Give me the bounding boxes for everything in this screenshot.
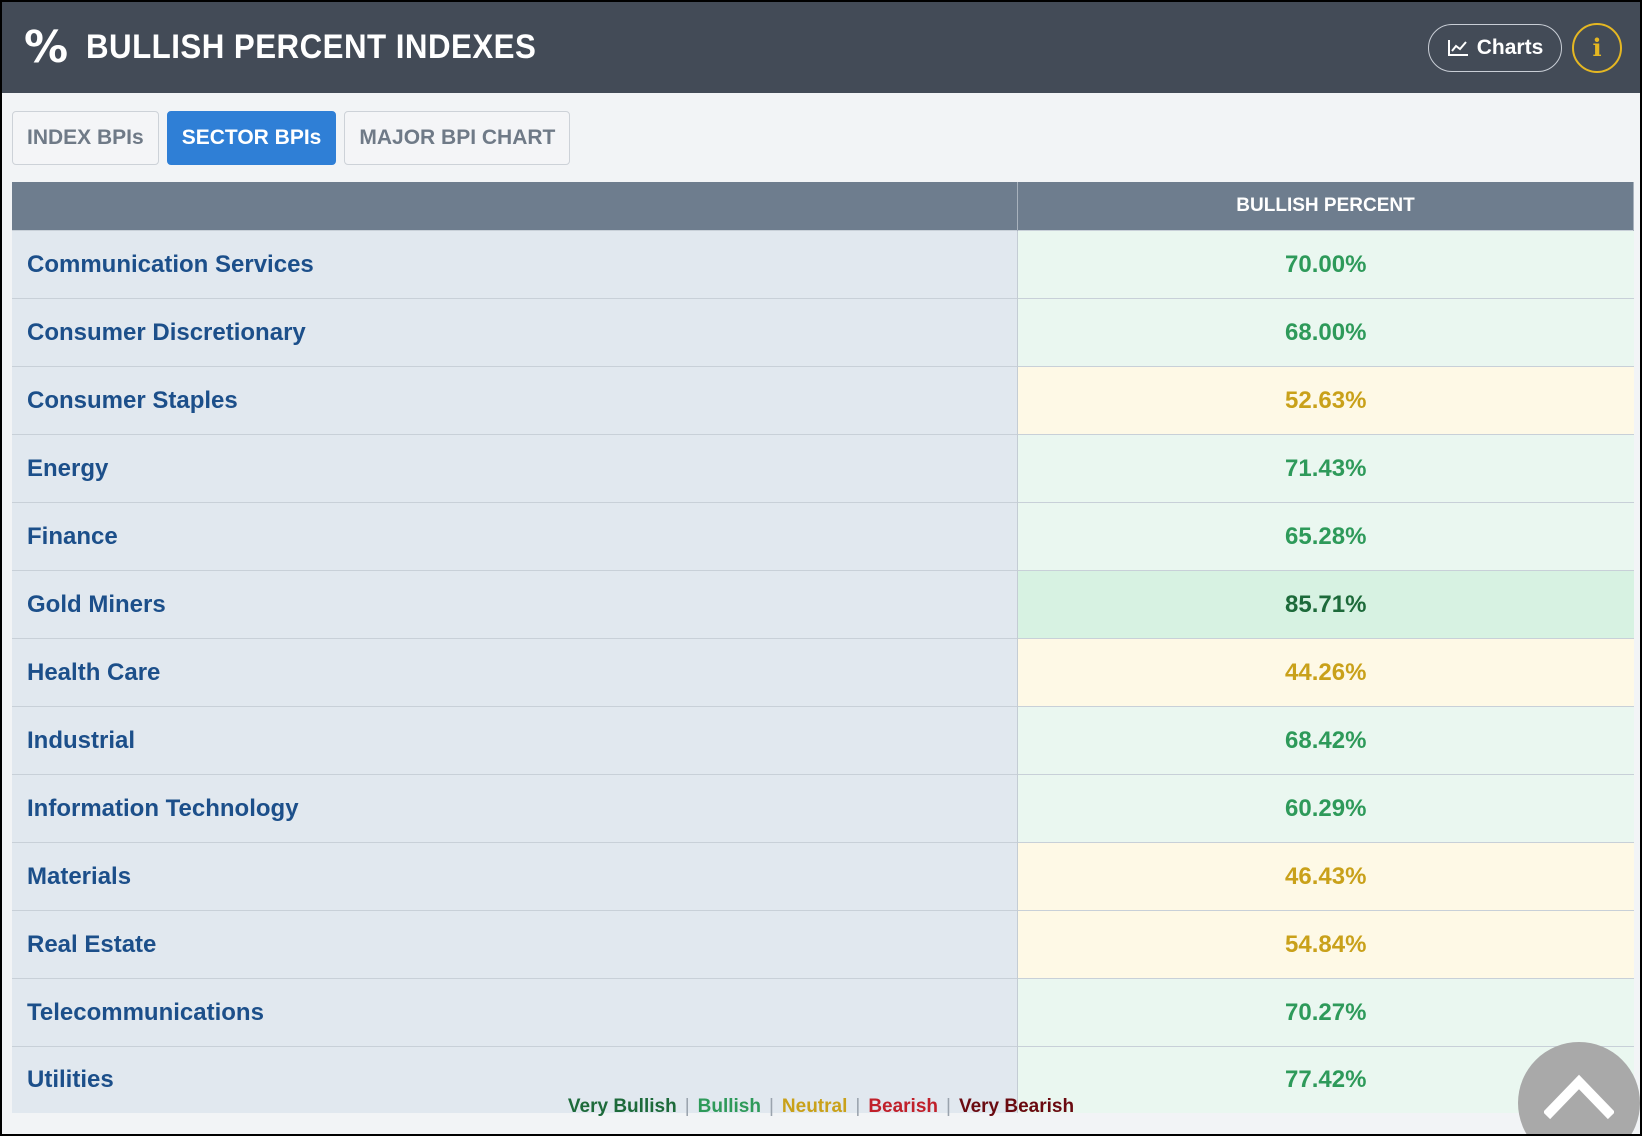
sector-name-link[interactable]: Industrial [12, 706, 1018, 775]
legend-item: Bearish [868, 1096, 939, 1117]
table-body: Communication Services 70.00% Consumer Dis… [12, 230, 1634, 1113]
sector-name-link[interactable]: Real Estate [12, 910, 1018, 979]
table-row: Communication Services 70.00% [12, 230, 1634, 299]
chevron-up-icon [1544, 1074, 1614, 1120]
bullish-percent-value: 68.42% [1017, 706, 1634, 775]
line-chart-icon [1447, 39, 1468, 56]
table-row: Real Estate 54.84% [12, 910, 1634, 979]
sector-name-link[interactable]: Health Care [12, 638, 1018, 707]
bullish-percent-value: 65.28% [1017, 502, 1634, 571]
sector-name-link[interactable]: Consumer Staples [12, 366, 1018, 435]
info-button[interactable]: i [1572, 22, 1622, 73]
legend-item: Bullish [697, 1096, 761, 1117]
page-title: BULLISH PERCENT INDEXES [86, 28, 537, 66]
sector-name-link[interactable]: Utilities [12, 1046, 1018, 1113]
bpi-table: BULLISH PERCENT Communication Services 70… [12, 182, 1634, 1113]
table-row: Finance 65.28% [12, 502, 1634, 571]
percent-icon: % [24, 21, 69, 73]
sector-column-header [12, 182, 1018, 231]
bullish-percent-value: 46.43% [1017, 842, 1634, 911]
legend-separator: | [855, 1096, 861, 1117]
table-row: Gold Miners 85.71% [12, 570, 1634, 639]
charts-button[interactable]: Charts [1428, 23, 1562, 72]
tab-major-bpi-chart[interactable]: MAJOR BPI CHART [344, 111, 571, 165]
table-row: Industrial 68.42% [12, 706, 1634, 775]
sector-name-link[interactable]: Finance [12, 502, 1018, 571]
table-row: Information Technology 60.29% [12, 774, 1634, 843]
bullish-percent-value: 70.27% [1017, 978, 1634, 1047]
scroll-to-top-button[interactable] [1518, 1042, 1640, 1134]
legend-separator: | [768, 1096, 774, 1117]
app-header: % BULLISH PERCENT INDEXES Charts i [2, 2, 1640, 93]
table-row: Telecommunications 70.27% [12, 978, 1634, 1047]
bullish-percent-value: 71.43% [1017, 434, 1634, 503]
bullish-percent-value: 44.26% [1017, 638, 1634, 707]
sector-name-link[interactable]: Gold Miners [12, 570, 1018, 639]
legend-separator: | [684, 1096, 690, 1117]
tab-sector-bpis[interactable]: SECTOR BPIs [166, 111, 337, 165]
bullish-percent-column-header[interactable]: BULLISH PERCENT [1017, 182, 1634, 231]
bullish-percent-value: 68.00% [1017, 298, 1634, 367]
bullish-percent-value: 85.71% [1017, 570, 1634, 639]
bpi-table-container: BULLISH PERCENT Communication Services 70… [12, 182, 1634, 1113]
table-row: Materials 46.43% [12, 842, 1634, 911]
sector-name-link[interactable]: Consumer Discretionary [12, 298, 1018, 367]
table-row: Consumer Discretionary 68.00% [12, 298, 1634, 367]
sector-name-link[interactable]: Energy [12, 434, 1018, 503]
bullish-percent-value: 54.84% [1017, 910, 1634, 979]
bullish-percent-value: 52.63% [1017, 366, 1634, 435]
legend-item: Very Bullish [567, 1096, 677, 1117]
legend-separator: | [946, 1096, 951, 1117]
legend-item: Very Bearish [958, 1096, 1075, 1117]
sector-name-link[interactable]: Materials [12, 842, 1018, 911]
sector-name-link[interactable]: Communication Services [12, 230, 1018, 299]
sector-name-link[interactable]: Information Technology [12, 774, 1018, 843]
legend: Very Bullish | Bullish | Neutral | Bearish | Ver… [2, 1096, 1640, 1118]
charts-button-label: Charts [1476, 35, 1544, 59]
bullish-percent-value: 60.29% [1017, 774, 1634, 843]
bullish-percent-value: 70.00% [1017, 230, 1634, 299]
tab-index-bpis[interactable]: INDEX BPIs [12, 111, 159, 165]
tab-bar: INDEX BPIs SECTOR BPIs MAJOR BPI CHART [2, 93, 1640, 166]
info-icon: i [1592, 33, 1602, 62]
legend-item: Neutral [781, 1096, 848, 1117]
sector-name-link[interactable]: Telecommunications [12, 978, 1018, 1047]
table-header-row: BULLISH PERCENT [12, 182, 1634, 231]
table-row: Consumer Staples 52.63% [12, 366, 1634, 435]
table-row: Energy 71.43% [12, 434, 1634, 503]
table-row: Health Care 44.26% [12, 638, 1634, 707]
